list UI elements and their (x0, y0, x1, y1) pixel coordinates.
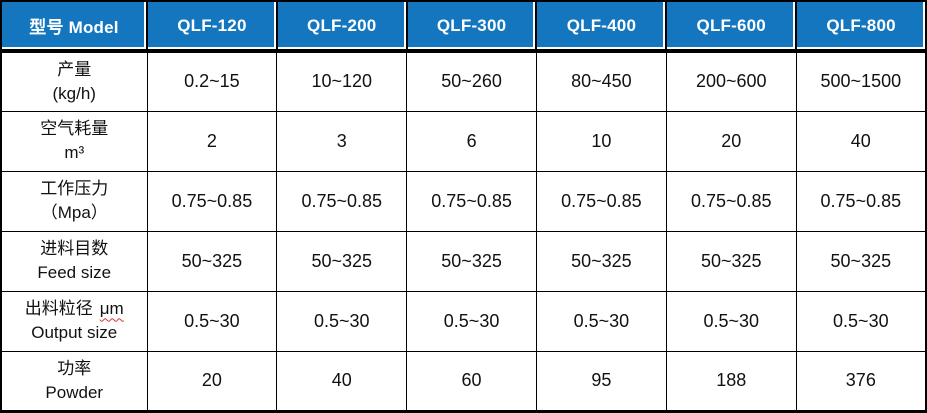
header-model-qlf-200: QLF-200 (275, 0, 408, 53)
row-label-zh-line: 空气耗量 (2, 117, 147, 141)
spec-value-cell: 3 (276, 110, 408, 172)
spec-value-cell: 0.5~30 (535, 290, 667, 352)
spec-value-cell: 0.5~30 (795, 290, 927, 352)
spec-value-cell: 20 (665, 110, 797, 172)
spec-value-cell: 0.2~15 (146, 50, 278, 112)
spec-value-cell: 50~260 (406, 50, 537, 112)
spec-value-cell: 0.75~0.85 (276, 170, 408, 232)
spec-value-cell: 0.75~0.85 (146, 170, 278, 232)
spec-table-header: 型号 Model QLF-120 QLF-200 QLF-300 QLF-400… (0, 0, 927, 53)
spec-value-cell: 0.5~30 (665, 290, 797, 352)
row-label-sub: (kg/h) (52, 83, 96, 103)
spec-value-cell: 200~600 (665, 50, 797, 112)
spec-value-cell: 50~325 (795, 230, 927, 292)
spec-value-cell: 50~325 (146, 230, 278, 292)
spec-value-cell: 0.5~30 (146, 290, 278, 352)
row-label-zh-line: 出料粒径 μm (2, 297, 147, 321)
header-row: 型号 Model QLF-120 QLF-200 QLF-300 QLF-400… (0, 0, 927, 53)
spec-value-cell: 0.75~0.85 (665, 170, 797, 232)
row-label-cell: 空气耗量 m³ (0, 110, 148, 172)
spec-value-cell: 0.75~0.85 (795, 170, 927, 232)
spec-value-cell: 0.5~30 (406, 290, 537, 352)
spec-value-cell: 50~325 (535, 230, 667, 292)
table-row: 功率 Powder 20 40 60 95 188 376 (0, 350, 927, 413)
spec-value-cell: 10 (535, 110, 667, 172)
row-label-cell: 进料目数 Feed size (0, 230, 148, 292)
header-model-qlf-800: QLF-800 (795, 0, 927, 53)
row-label-cell: 工作压力 （Mpa） (0, 170, 148, 232)
spec-value-cell: 6 (406, 110, 537, 172)
spec-value-cell: 20 (146, 350, 278, 413)
row-label-zh: 进料目数 (40, 239, 109, 259)
row-label-unit-spellcheck: μm (99, 299, 124, 319)
spec-value-cell: 40 (795, 110, 927, 172)
table-row: 产量 (kg/h) 0.2~15 10~120 50~260 80~450 200~600 5… (0, 50, 927, 112)
row-label-cell: 出料粒径 μm Output size (0, 290, 148, 352)
row-label-zh: 功率 (57, 358, 92, 378)
spec-value-cell: 40 (276, 350, 408, 413)
row-label-zh-line: 进料目数 (2, 237, 147, 261)
header-model-qlf-300: QLF-300 (405, 0, 538, 53)
row-label-sub: m³ (64, 143, 85, 163)
row-label-sub: （Mpa） (40, 203, 108, 223)
table-row: 进料目数 Feed size 50~325 50~325 50~325 50~325 50~… (0, 230, 927, 292)
table-row: 空气耗量 m³ 2 3 6 10 20 40 (0, 110, 927, 172)
row-label-cell: 产量 (kg/h) (0, 50, 148, 112)
table-row: 出料粒径 μm Output size 0.5~30 0.5~30 0.5~30 0.5~3… (0, 290, 927, 352)
spec-value-cell: 500~1500 (795, 50, 927, 112)
spec-value-cell: 80~450 (535, 50, 667, 112)
row-label-cell: 功率 Powder (0, 350, 148, 413)
row-label-zh-line: 工作压力 (2, 177, 147, 201)
spec-value-cell: 50~325 (276, 230, 408, 292)
spec-value-cell: 0.75~0.85 (406, 170, 537, 232)
spec-value-cell: 188 (665, 350, 797, 413)
spec-value-cell: 0.75~0.85 (535, 170, 667, 232)
header-model-qlf-400: QLF-400 (535, 0, 668, 53)
spec-value-cell: 0.5~30 (276, 290, 408, 352)
header-model-qlf-120: QLF-120 (146, 0, 278, 53)
spec-value-cell: 95 (535, 350, 667, 413)
row-label-zh: 产量 (57, 59, 92, 79)
spec-value-cell: 376 (795, 350, 927, 413)
row-label-zh: 出料粒径 (24, 299, 93, 319)
row-label-zh-line: 产量 (2, 58, 147, 82)
spec-value-cell: 60 (406, 350, 537, 413)
spec-value-cell: 2 (146, 110, 278, 172)
row-label-zh-line: 功率 (2, 357, 147, 381)
table-row: 工作压力 （Mpa） 0.75~0.85 0.75~0.85 0.75~0.85 0.75… (0, 170, 927, 232)
spec-table-body: 产量 (kg/h) 0.2~15 10~120 50~260 80~450 200~600 5… (0, 50, 927, 413)
spec-value-cell: 50~325 (665, 230, 797, 292)
row-label-zh: 空气耗量 (40, 119, 109, 139)
row-label-sub: Feed size (37, 263, 112, 283)
header-model-label: 型号 Model (0, 0, 148, 53)
row-label-zh: 工作压力 (40, 179, 109, 199)
spec-value-cell: 10~120 (276, 50, 408, 112)
header-model-qlf-600: QLF-600 (665, 0, 798, 53)
row-label-sub: Powder (45, 382, 104, 402)
spec-value-cell: 50~325 (406, 230, 537, 292)
row-label-sub: Output size (31, 323, 118, 343)
